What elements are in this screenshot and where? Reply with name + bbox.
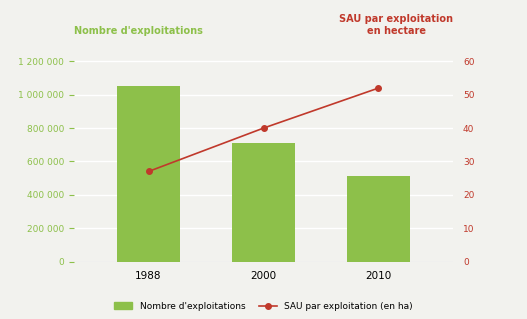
Legend: Nombre d'exploitations, SAU par exploitation (en ha): Nombre d'exploitations, SAU par exploita… <box>111 298 416 315</box>
Text: Nombre d'exploitations: Nombre d'exploitations <box>74 26 203 36</box>
Text: SAU par exploitation
en hectare: SAU par exploitation en hectare <box>339 14 453 36</box>
Bar <box>117 86 180 262</box>
Bar <box>347 176 410 262</box>
Bar <box>232 143 295 262</box>
